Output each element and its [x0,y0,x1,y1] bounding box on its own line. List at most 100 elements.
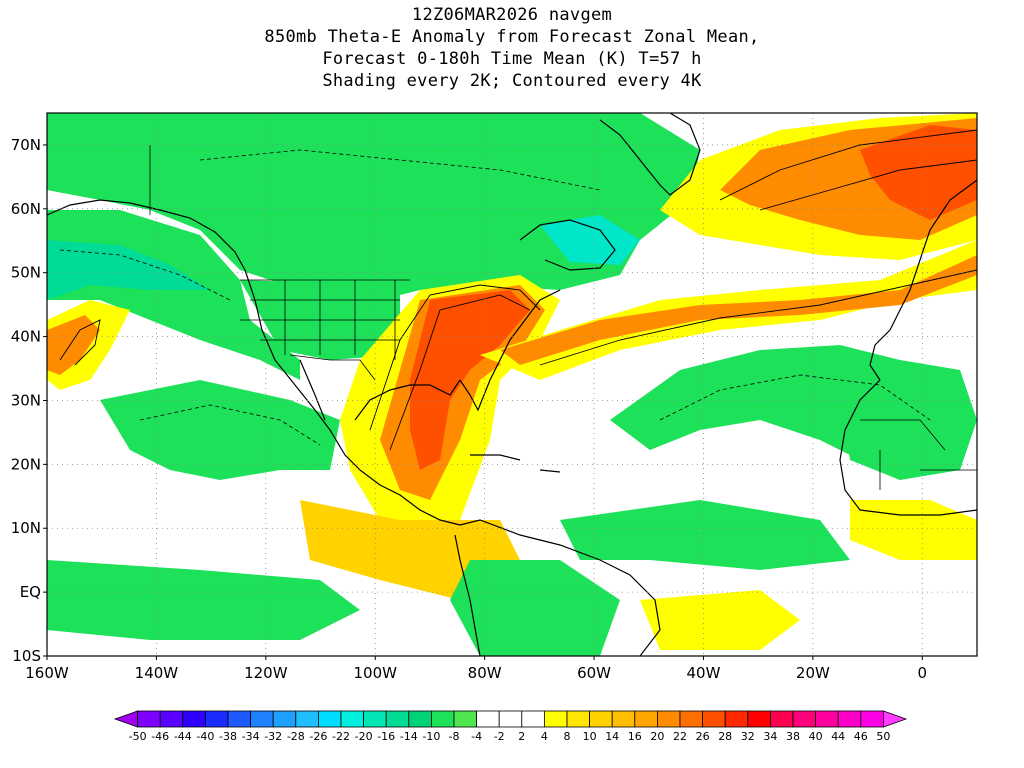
graticule [47,113,977,656]
latitude-axis: 70N 60N 50N 40N 30N 20N 10N EQ 10S [11,136,47,665]
lon-tick-label: 20W [796,664,830,682]
colorbar-swatch [340,710,365,728]
colorbar-label: -10 [422,730,440,743]
colorbar-label: 16 [628,730,642,743]
colorbar-label: -20 [355,730,373,743]
lat-tick-label: 60N [11,200,41,218]
colorbar-label: -26 [309,730,327,743]
colorbar-swatch [272,710,297,728]
colorbar-label: 38 [786,730,800,743]
colorbar-swatch [137,710,161,728]
southern-yellow-speckle [640,590,800,650]
colorbar-label: 46 [854,730,868,743]
colorbar-swatch [747,710,771,728]
colorbar-label: -44 [174,730,192,743]
colorbar-label: 50 [876,730,890,743]
colorbar-swatch [476,710,500,728]
colorbar-label: -32 [264,730,282,743]
gulf-warm-red [410,290,530,470]
title-forecast: Forecast 0-180h Time Mean (K) T=57 h [322,49,702,69]
lat-tick-label: 70N [11,136,41,154]
colorbar-label: -14 [400,730,418,743]
lon-tick-label: 160W [25,664,69,682]
contour-atlantic-jet-1 [539,269,977,366]
shaded-field [47,113,977,656]
colorbar-label: -8 [449,730,460,743]
colorbar-swatch [250,710,274,728]
alaska-coast [47,199,246,271]
europe-coast [889,179,977,331]
subtropical-pacific-green [100,380,340,480]
gulf-coast [354,379,461,421]
theta-e-contours [59,129,977,451]
colorbar-label: 34 [763,730,777,743]
colorbar-swatch [408,710,432,728]
south-america-coast [459,519,661,656]
colorbar-swatch [589,710,613,728]
equatorial-green-speckle [47,560,360,640]
colorbar-label: -50 [129,730,147,743]
contour-north-atlantic-2 [759,159,977,211]
hudson-bay-coast [519,219,616,271]
lat-tick-label: 30N [11,391,41,409]
lon-tick-label: 120W [244,664,288,682]
contour-pacific-swirl [59,319,101,366]
colorbar-swatch [498,710,523,728]
colorbar-label: -40 [196,730,214,743]
east-coast [489,289,561,381]
lat-tick-label: 50N [11,264,41,282]
contour-warm-tongue-1 [369,284,541,431]
lat-tick-label: EQ [20,583,41,601]
lon-tick-label: 40W [687,664,721,682]
map-frame [46,112,978,657]
colorbar-swatch [634,710,658,728]
colorbar-swatch [544,710,568,728]
greenland-coast [599,113,701,196]
pacific-teal-band [47,240,210,300]
political-borders [149,145,977,490]
colorbar-swatch [611,710,636,728]
baja-coast [299,359,326,421]
colorbar-label: 4 [541,730,548,743]
colorbar-swatch [159,710,184,728]
iberia-coast [869,329,891,381]
colorbar-label: 32 [741,730,755,743]
south-america-west-coast [454,534,481,656]
longitude-axis: 160W 140W 120W 100W 80W 60W 40W 20W 0 [25,656,927,682]
lat-tick-label: 10N [11,519,41,537]
contour-neg-canada [199,149,601,191]
colorbar-swatch [227,710,252,728]
colorbar-label: 28 [718,730,732,743]
contour-neg-atlantic [659,374,931,421]
colorbar-swatch [724,710,749,728]
lat-tick-label: 10S [12,647,41,665]
colorbar-label: -4 [471,730,482,743]
negative-contours [59,149,931,446]
africa-borders [860,419,977,490]
colorbar-swatch [657,710,681,728]
north-atlantic-red [860,125,977,220]
colorbar-swatch [363,710,387,728]
contour-warm-tongue-2 [389,294,531,451]
colorbar-label: -22 [332,730,350,743]
lon-tick-label: 60W [577,664,611,682]
lat-tick-label: 40N [11,328,41,346]
colorbar-swatch [566,710,591,728]
colorbar-swatch [521,710,545,728]
africa-yellow [850,500,977,560]
colorbar-swatch [295,710,319,728]
lat-tick-label: 20N [11,455,41,473]
north-america-west-coast [244,269,361,471]
colorbar-label: -46 [151,730,169,743]
contour-north-atlantic-1 [719,129,977,201]
hudson-cyan-region [540,215,640,265]
central-america-coast [359,469,461,526]
contour-neg-pacific [59,249,231,301]
colorbar-swatch [430,710,455,728]
coastlines [47,113,977,656]
lon-tick-label: 80W [468,664,502,682]
lon-tick-label: 100W [354,664,398,682]
lon-tick-label: 140W [135,664,179,682]
colorbar-label: -38 [219,730,237,743]
colorbar-swatch [702,710,726,728]
